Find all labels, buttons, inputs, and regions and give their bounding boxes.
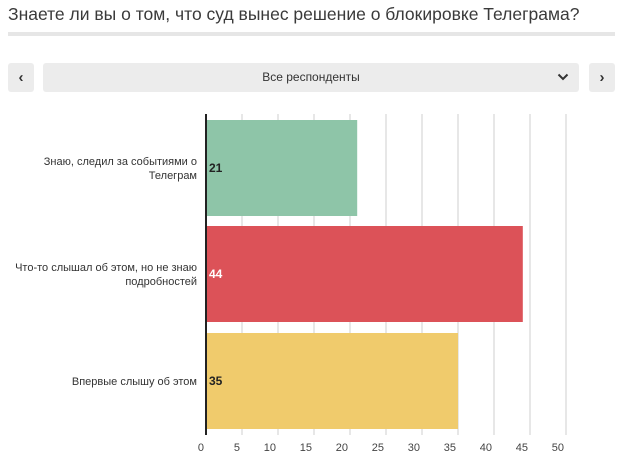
x-tick-label: 20 xyxy=(336,442,348,454)
x-tick-label: 40 xyxy=(480,442,492,454)
category-label: подробностей xyxy=(125,276,197,288)
x-tick-label: 5 xyxy=(234,442,240,454)
bar-value-label: 35 xyxy=(209,374,223,388)
respondent-filter-value: Все респонденты xyxy=(262,70,360,84)
x-tick-label: 0 xyxy=(198,442,204,454)
bar-value-label: 44 xyxy=(209,267,223,281)
question-divider xyxy=(8,32,615,36)
x-tick-label: 30 xyxy=(408,442,420,454)
category-label: Телеграм xyxy=(149,170,197,182)
x-tick-label: 45 xyxy=(516,442,528,454)
category-label: Впервые слышу об этом xyxy=(72,376,197,388)
respondent-filter-select[interactable]: Все респонденты xyxy=(43,63,579,92)
x-tick-label: 10 xyxy=(264,442,276,454)
bar xyxy=(206,333,458,429)
bar xyxy=(206,120,358,216)
category-label: Что-то слышал об этом, но не знаю xyxy=(15,262,197,274)
bar-value-label: 21 xyxy=(209,161,223,175)
chevron-left-icon: ‹ xyxy=(18,69,24,86)
category-label: Знаю, следил за событиями о xyxy=(44,156,197,168)
chevron-right-icon: › xyxy=(599,69,605,86)
results-bar-chart: 21 44 35 Знаю, следил за событиями о Телегра… xyxy=(15,114,567,454)
chevron-down-icon xyxy=(557,73,569,81)
next-question-button[interactable]: › xyxy=(589,63,615,92)
prev-question-button[interactable]: ‹ xyxy=(8,63,34,92)
x-tick-label: 25 xyxy=(372,442,384,454)
bar xyxy=(206,226,523,322)
x-tick-label: 50 xyxy=(552,442,564,454)
x-tick-label: 35 xyxy=(444,442,456,454)
x-tick-label: 15 xyxy=(300,442,312,454)
question-title: Знаете ли вы о том, что суд вынес решени… xyxy=(8,4,580,24)
